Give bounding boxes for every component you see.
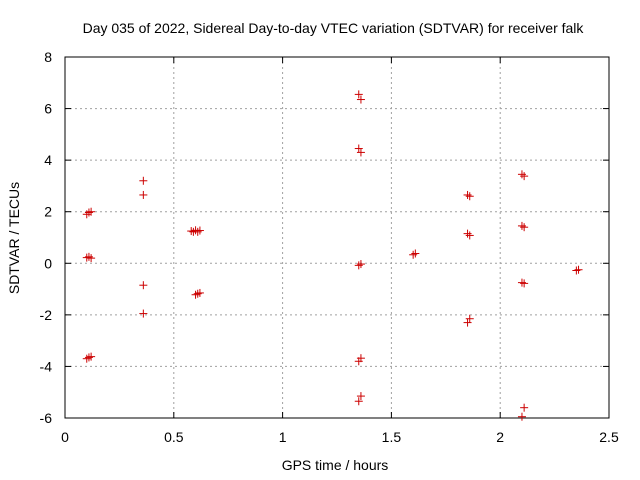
data-point [356, 95, 365, 104]
x-tick-label: 0 [61, 429, 69, 445]
grid [65, 57, 609, 418]
y-tick-label: 2 [44, 204, 52, 220]
x-tick-label: 1 [279, 429, 287, 445]
data-point [139, 190, 148, 199]
data-point [84, 208, 93, 217]
data-point [465, 231, 474, 240]
data-point [139, 281, 148, 290]
data-point [517, 412, 526, 421]
data-point [195, 288, 204, 297]
x-tick-label: 2.5 [599, 429, 619, 445]
data-point [191, 290, 200, 299]
y-tick-label: -2 [40, 307, 53, 323]
data-point [356, 148, 365, 157]
data-point [193, 289, 202, 298]
data-point [463, 190, 472, 199]
data-point [87, 254, 96, 263]
data-point [195, 226, 204, 235]
data-point [356, 260, 365, 269]
y-tick-label: 0 [44, 255, 52, 271]
data-point [354, 90, 363, 99]
data-point [520, 403, 529, 412]
x-tick-label: 0.5 [164, 429, 184, 445]
data-point [517, 170, 526, 179]
data-point [465, 314, 474, 323]
data-point [354, 261, 363, 270]
y-tick-label: 4 [44, 152, 52, 168]
data-point [82, 354, 91, 363]
x-tick-label: 1.5 [382, 429, 402, 445]
y-tick-label: 8 [44, 49, 52, 65]
x-axis-label: GPS time / hours [282, 457, 389, 473]
data-point [84, 252, 93, 261]
data-point [354, 397, 363, 406]
y-tick-label: -6 [40, 410, 53, 426]
data-point [465, 192, 474, 201]
data-point [187, 227, 196, 236]
data-point [409, 250, 418, 259]
data-point [356, 354, 365, 363]
data-point [82, 253, 91, 262]
data-points [82, 90, 583, 421]
data-point [87, 352, 96, 361]
data-point [87, 207, 96, 216]
data-point [354, 144, 363, 153]
data-point [520, 279, 529, 288]
y-tick-label: 6 [44, 101, 52, 117]
plot-frame [64, 56, 610, 419]
data-point [520, 223, 529, 232]
axis-ticks: 0 0.5 1 1.5 2 2.5 -6 -4 -2 0 2 4 6 8 [40, 49, 619, 445]
data-point [139, 176, 148, 185]
data-point [356, 392, 365, 401]
data-point [574, 265, 583, 274]
data-point [84, 353, 93, 362]
data-point [463, 229, 472, 238]
data-point [193, 227, 202, 236]
y-tick-label: -4 [40, 358, 53, 374]
data-point [463, 318, 472, 327]
data-point [411, 249, 420, 258]
y-axis-label: SDTVAR / TECUs [6, 182, 22, 294]
data-point [572, 266, 581, 275]
chart-title: Day 035 of 2022, Sidereal Day-to-day VTE… [83, 20, 585, 36]
data-point [520, 172, 529, 181]
x-tick-label: 2 [496, 429, 504, 445]
data-point [139, 309, 148, 318]
data-point [517, 278, 526, 287]
data-point [517, 221, 526, 230]
